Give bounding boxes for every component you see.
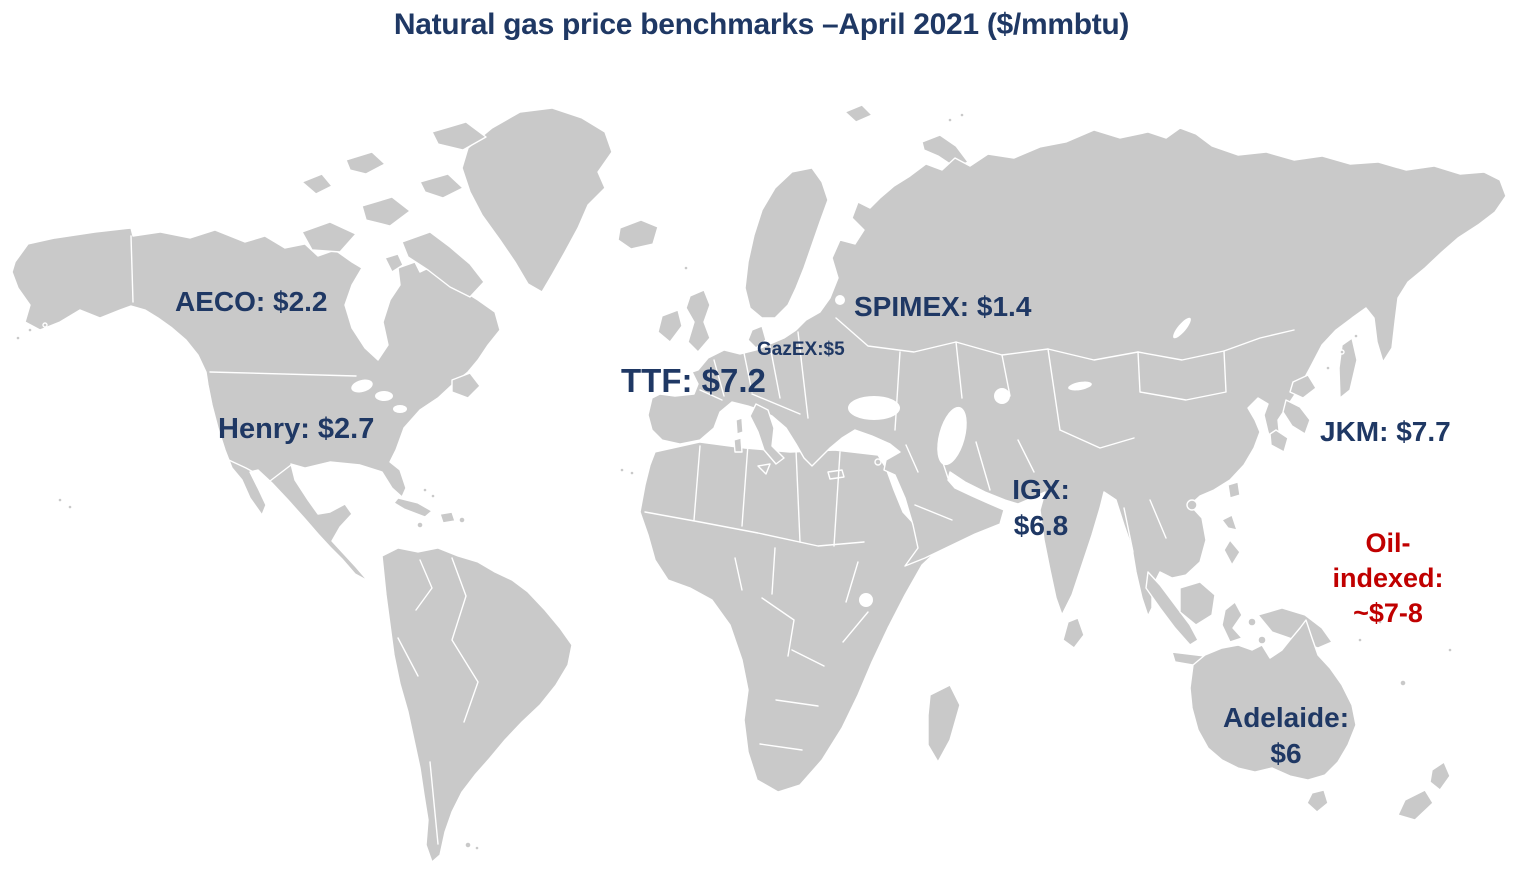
- islands-kuril: [1325, 365, 1331, 371]
- island-hispaniola: [439, 511, 456, 524]
- islands-philippines: [1223, 539, 1241, 566]
- islands-pacific: [1399, 679, 1407, 687]
- island-kyushu: [1269, 429, 1289, 453]
- island-cuba: [393, 497, 433, 518]
- arctic-islands: [431, 121, 487, 151]
- islands-aleutian: [42, 322, 48, 328]
- arctic-islands: [384, 253, 404, 273]
- arctic-islands: [419, 173, 464, 199]
- island-hokkaido: [1289, 374, 1317, 399]
- arctic-islands: [301, 173, 333, 195]
- black-sea: [848, 396, 900, 420]
- islands-pacific: [1377, 619, 1383, 625]
- aral-sea: [994, 388, 1010, 404]
- island-corsica: [735, 417, 744, 435]
- islands-pacific: [1357, 637, 1363, 643]
- islands-bahamas: [422, 487, 428, 493]
- islands-svalbard: [844, 104, 873, 123]
- price-label-oil-indexed: Oil-indexed: ~$7-8: [1332, 528, 1444, 629]
- arctic-islands: [301, 221, 357, 253]
- islands-bahamas: [430, 493, 436, 499]
- lake-victoria: [859, 593, 873, 607]
- islands-hawaii: [67, 504, 73, 510]
- continent-north-america: [11, 227, 501, 582]
- island-sardinia: [733, 437, 743, 453]
- denmark: [747, 325, 767, 349]
- islands-falkland: [464, 841, 472, 849]
- continent-africa: [639, 441, 949, 793]
- islands-hawaii: [57, 497, 63, 503]
- price-label-spimex: SPIMEX: $1.4: [854, 291, 1032, 322]
- island-iceland: [617, 219, 659, 250]
- island-taiwan: [1227, 481, 1241, 499]
- island-sakhalin: [1338, 337, 1358, 399]
- islands-falkland: [474, 845, 480, 851]
- island-jamaica: [416, 521, 424, 529]
- peninsula-scandinavia: [744, 167, 829, 319]
- island-newfoundland: [451, 372, 481, 399]
- island-crete: [827, 469, 845, 480]
- island-sulawesi: [1221, 601, 1243, 643]
- islands-aleutian: [27, 327, 33, 333]
- islands-aleutian: [15, 335, 21, 341]
- lake-baikal: [1173, 317, 1191, 339]
- island-sri-lanka: [1062, 617, 1085, 649]
- islands-moluccas: [1247, 617, 1257, 627]
- arctic-islands: [361, 196, 411, 227]
- price-label-ttf: TTF: $7.2: [621, 362, 766, 399]
- lakes: [351, 295, 1191, 607]
- country-borders: [130, 235, 1295, 845]
- islands-kuril: [1353, 333, 1359, 339]
- islands-faroe: [683, 265, 689, 271]
- continent-eurasia: [647, 127, 1507, 617]
- island-great-britain: [685, 289, 711, 353]
- island-hainan: [1186, 499, 1198, 511]
- island-ireland: [657, 309, 683, 343]
- price-label-gazex: GazEX:$5: [757, 339, 845, 360]
- island-baffin: [401, 231, 485, 298]
- price-label-igx: IGX: $6.8: [1012, 474, 1070, 542]
- arctic-islets: [947, 117, 953, 123]
- peninsula-italy: [749, 403, 785, 465]
- islands-kuril: [1339, 349, 1345, 355]
- lake-ladoga: [835, 295, 845, 305]
- island-new-zealand-north: [1429, 761, 1451, 791]
- continent-south-america: [381, 547, 573, 863]
- lake-balkhash: [1068, 381, 1092, 391]
- islands-canary: [629, 470, 635, 476]
- islands-philippines: [1221, 514, 1238, 531]
- price-label-adelaide: Adelaide: $6: [1222, 702, 1350, 770]
- continent-australia: [1189, 619, 1357, 781]
- caspian-sea: [937, 406, 967, 466]
- island-sicily: [757, 463, 771, 475]
- islands-canary: [619, 467, 625, 473]
- island-honshu: [1282, 399, 1311, 435]
- island-tasmania: [1306, 789, 1329, 813]
- arctic-islets: [959, 112, 965, 118]
- island-borneo: [1179, 581, 1216, 626]
- island-puerto-rico: [458, 516, 466, 524]
- islands-pacific: [1447, 647, 1453, 653]
- islands-moluccas: [1257, 635, 1267, 645]
- island-greenland: [461, 107, 613, 293]
- island-new-guinea: [1257, 607, 1333, 649]
- island-sumatra: [1145, 571, 1199, 646]
- price-label-aeco: AECO: $2.2: [175, 286, 328, 317]
- arctic-islands: [345, 151, 386, 175]
- island-madagascar: [927, 684, 961, 763]
- price-label-henry: Henry: $2.7: [218, 413, 375, 445]
- island-new-zealand-south: [1397, 789, 1434, 821]
- price-label-jkm: JKM: $7.7: [1320, 416, 1451, 447]
- page-title: Natural gas price benchmarks –April 2021…: [393, 8, 1130, 41]
- island-cyprus: [874, 458, 882, 466]
